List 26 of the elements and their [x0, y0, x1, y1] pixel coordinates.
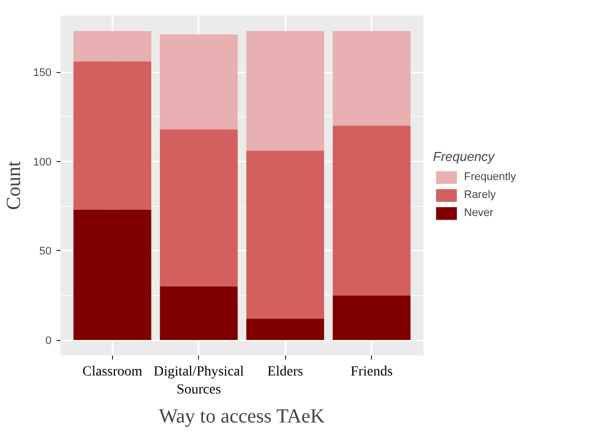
x-tick-label: Classroom: [82, 364, 142, 380]
bar: [160, 34, 238, 130]
legend-label: Frequently: [464, 171, 516, 183]
bar: [246, 318, 324, 340]
x-tick-label: Digital/Physical Sources: [154, 364, 244, 398]
y-tick-label: 150: [33, 67, 52, 80]
bar: [160, 129, 238, 286]
y-axis-title: Count: [3, 160, 26, 210]
bar: [73, 210, 152, 340]
y-tick-label: 50: [39, 246, 52, 258]
x-tick-label: Elders: [267, 364, 304, 380]
bar: [332, 295, 411, 340]
x-axis-title: Way to access TAeK: [158, 406, 326, 428]
bar: [246, 30, 324, 151]
legend-title: Frequency: [433, 149, 496, 164]
bar: [246, 150, 324, 319]
bar: [332, 30, 411, 126]
bar: [160, 286, 238, 340]
bar: [332, 126, 411, 296]
bar: [73, 30, 152, 62]
legend-label: Rarely: [464, 189, 496, 201]
bar: [73, 61, 152, 210]
y-tick-label: 0: [45, 335, 52, 348]
x-tick-label: Friends: [350, 364, 393, 380]
legend-label: Never: [464, 207, 494, 219]
y-tick-label: 100: [33, 156, 52, 168]
